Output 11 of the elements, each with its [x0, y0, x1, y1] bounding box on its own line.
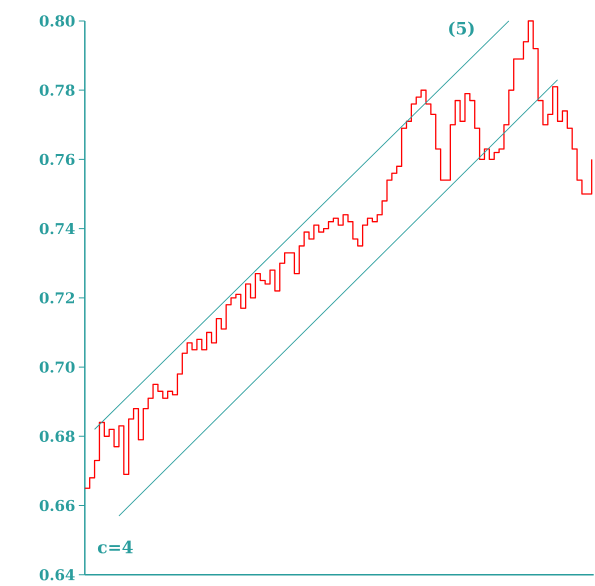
y-tick-label: 0.70 [40, 362, 75, 373]
annotation: (5) [449, 22, 474, 38]
y-tick-label: 0.80 [40, 15, 75, 27]
y-tick-label: 0.72 [40, 292, 74, 304]
y-tick-label: 0.76 [40, 154, 75, 166]
y-tick-label: 0.64 [40, 569, 75, 581]
y-tick-label: 0.74 [40, 223, 75, 234]
annotation: c=4 [98, 540, 133, 554]
y-tick-label: 0.68 [40, 430, 75, 442]
y-tick-label: 0.66 [40, 500, 75, 512]
y-tick-label: 0.78 [40, 84, 75, 96]
